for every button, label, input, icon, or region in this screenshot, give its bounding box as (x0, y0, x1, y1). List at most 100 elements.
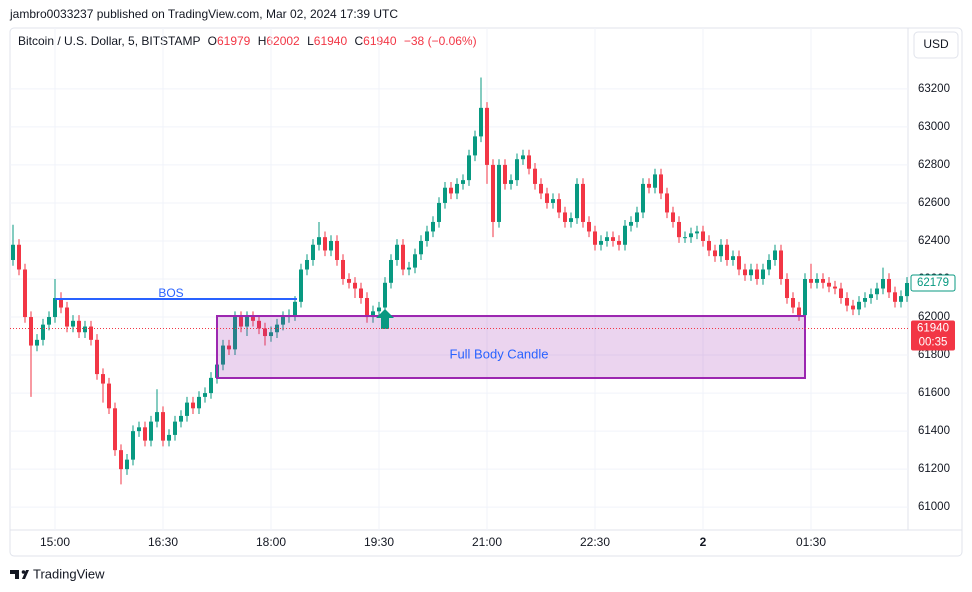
y-tick-label: 61600 (918, 387, 950, 399)
x-tick-label: 22:30 (580, 535, 610, 549)
candle-body (173, 421, 177, 435)
x-tick-label: 2 (700, 535, 707, 549)
candle-body (527, 155, 531, 169)
candle-body (851, 305, 855, 310)
candle-body (449, 187, 453, 194)
symbol: Bitcoin / U.S. Dollar, 5, BITSTAMP (18, 34, 200, 48)
legend: Bitcoin / U.S. Dollar, 5, BITSTAMP O6197… (18, 34, 477, 48)
candle-body (377, 307, 381, 312)
candle-body (743, 269, 747, 276)
candle-body (683, 237, 687, 239)
candle-body (137, 427, 141, 432)
candle-body (845, 298, 849, 306)
ohlc-label: L (307, 34, 314, 48)
currency-button[interactable] (913, 31, 959, 59)
candle-body (119, 450, 123, 470)
candle-body (455, 183, 459, 194)
candle-body (305, 259, 309, 270)
ohlc-label: C (354, 34, 363, 48)
x-tick-label: 16:30 (148, 535, 178, 549)
candle-body (893, 292, 897, 302)
candle-body (629, 221, 633, 226)
drawings: Full Body Candle BOS (55, 286, 806, 379)
candle-body (371, 311, 375, 318)
candle-body (209, 377, 213, 394)
candle-body (233, 317, 237, 350)
candle-body (263, 328, 267, 337)
candle-body (551, 199, 555, 203)
zone-label: Full Body Candle (450, 346, 549, 361)
candle-body (641, 183, 645, 213)
candle-body (773, 250, 777, 260)
candle-body (665, 193, 669, 213)
candle-body (695, 231, 699, 234)
candle-body (425, 231, 429, 241)
candle-body (191, 402, 195, 409)
candle-body (413, 254, 417, 268)
candle-body (581, 183, 585, 222)
candle-body (281, 317, 285, 325)
candle-body (149, 421, 153, 441)
currency-label[interactable]: USD (923, 37, 949, 51)
candle-body (257, 320, 261, 329)
zone-rectangle[interactable] (216, 315, 806, 379)
candle-body (347, 279, 351, 283)
candle-body (359, 288, 363, 299)
candle-body (521, 155, 525, 160)
candle-body (83, 326, 87, 333)
candle-body (383, 282, 387, 308)
candle-body (821, 279, 825, 283)
candle-body (479, 107, 483, 137)
candle-body (515, 159, 519, 181)
candle-body (563, 212, 567, 222)
x-tick-label: 21:00 (472, 535, 502, 549)
y-tick-label: 62800 (918, 159, 950, 171)
candle-body (419, 240, 423, 255)
y-tick-label: 63200 (918, 83, 950, 95)
candle-body (155, 412, 159, 422)
candle-body (587, 221, 591, 232)
candle-body (431, 221, 435, 232)
candle-body (785, 279, 789, 299)
candle-body (539, 183, 543, 194)
candle-body (857, 301, 861, 310)
candle-body (647, 183, 651, 188)
price-tag (910, 274, 956, 292)
candle-body (731, 256, 735, 260)
candle-body (293, 301, 297, 316)
candle-body (197, 396, 201, 409)
candle-body (245, 317, 249, 327)
candle-body (593, 231, 597, 245)
candle-body (557, 199, 561, 213)
y-tick-label: 62400 (918, 235, 950, 247)
candle-body (623, 225, 627, 245)
candle-body (461, 180, 465, 184)
grid (10, 28, 908, 530)
candle-body (635, 212, 639, 222)
logo-dot (21, 570, 26, 574)
candle-body (701, 231, 705, 241)
countdown-label: 00:35 (919, 336, 948, 348)
candle-body (653, 174, 657, 188)
candle-body (185, 402, 189, 416)
ohlc-value: 61940 (314, 34, 348, 48)
candle-body (221, 345, 225, 365)
price-tag-label: 62179 (917, 277, 949, 289)
y-tick-label: 61200 (918, 463, 950, 475)
ohlc-value: 61979 (217, 34, 251, 48)
candle-body (677, 221, 681, 238)
candle-body (161, 412, 165, 441)
candle-body (611, 237, 615, 241)
candle-body (389, 259, 393, 283)
candle-body (239, 317, 243, 327)
candle-body (689, 233, 693, 238)
candle-body (533, 168, 537, 184)
candle-body (143, 427, 147, 441)
candle-body (227, 345, 231, 350)
arrow-up[interactable] (376, 309, 394, 329)
candle-body (545, 193, 549, 203)
candle-body (47, 317, 51, 325)
brand-logo (10, 570, 29, 579)
candle-body (395, 244, 399, 260)
candle-body (125, 459, 129, 470)
